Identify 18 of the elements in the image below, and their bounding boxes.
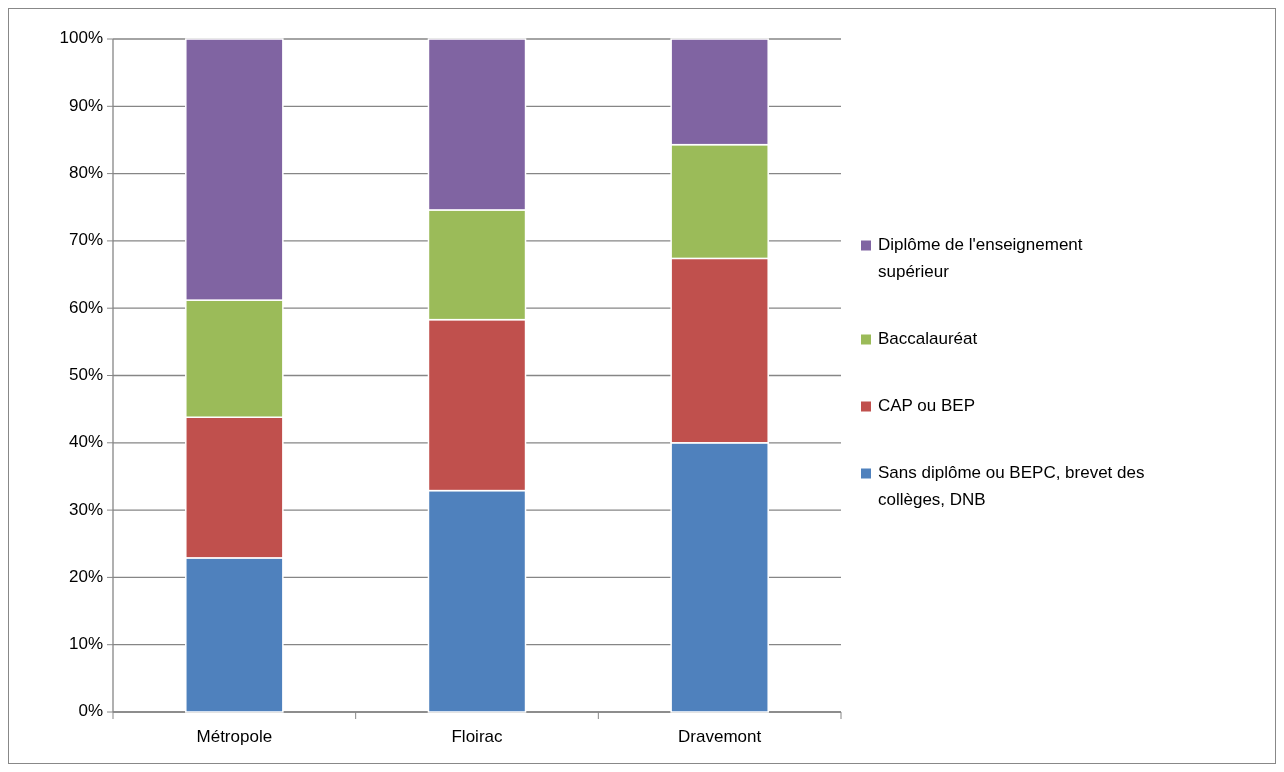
x-tick-label: Métropole xyxy=(196,727,273,746)
legend-label: CAP ou BEP xyxy=(878,395,976,415)
legend-label: Sans diplôme ou BEPC, brevet des collèges, DNB xyxy=(878,462,1145,509)
y-tick-label: 0% xyxy=(78,701,103,721)
legend-label: Diplôme de l'enseignement supérieur xyxy=(878,234,1083,281)
y-tick-label: 20% xyxy=(68,566,103,586)
y-tick-label: 80% xyxy=(68,163,103,183)
y-tick-label: 10% xyxy=(68,634,103,654)
y-tick-label: 90% xyxy=(68,95,103,115)
y-tick-label: 40% xyxy=(68,432,103,452)
y-tick-label: 60% xyxy=(68,297,103,317)
y-tick-label: 100% xyxy=(59,28,103,48)
x-tick-label: Floirac xyxy=(451,727,503,746)
y-tick-label: 30% xyxy=(68,499,103,519)
y-tick-label: 70% xyxy=(68,230,103,250)
x-tick-label: Dravemont xyxy=(678,727,762,746)
y-tick-label: 50% xyxy=(68,364,103,384)
legend-label: Baccalauréat xyxy=(878,328,978,348)
